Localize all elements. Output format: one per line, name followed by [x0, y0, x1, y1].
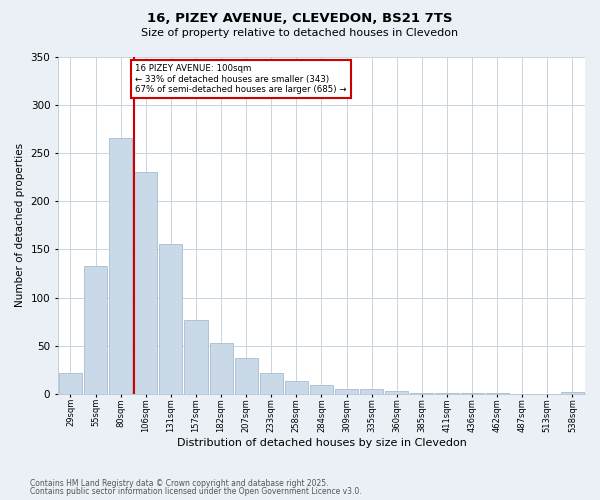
- Text: Size of property relative to detached houses in Clevedon: Size of property relative to detached ho…: [142, 28, 458, 38]
- Bar: [485, 393, 509, 394]
- Bar: [285, 382, 308, 394]
- Bar: [260, 372, 283, 394]
- Bar: [235, 358, 258, 394]
- Bar: [360, 389, 383, 394]
- Bar: [84, 266, 107, 394]
- Text: Contains HM Land Registry data © Crown copyright and database right 2025.: Contains HM Land Registry data © Crown c…: [30, 478, 329, 488]
- Bar: [209, 343, 233, 394]
- Text: 16 PIZEY AVENUE: 100sqm
← 33% of detached houses are smaller (343)
67% of semi-d: 16 PIZEY AVENUE: 100sqm ← 33% of detache…: [135, 64, 347, 94]
- Bar: [410, 393, 433, 394]
- Bar: [184, 320, 208, 394]
- Bar: [160, 244, 182, 394]
- Bar: [134, 172, 157, 394]
- Text: 16, PIZEY AVENUE, CLEVEDON, BS21 7TS: 16, PIZEY AVENUE, CLEVEDON, BS21 7TS: [147, 12, 453, 26]
- Bar: [385, 391, 409, 394]
- X-axis label: Distribution of detached houses by size in Clevedon: Distribution of detached houses by size …: [176, 438, 466, 448]
- Bar: [561, 392, 584, 394]
- Bar: [436, 393, 458, 394]
- Bar: [461, 393, 484, 394]
- Bar: [59, 372, 82, 394]
- Y-axis label: Number of detached properties: Number of detached properties: [15, 143, 25, 308]
- Text: Contains public sector information licensed under the Open Government Licence v3: Contains public sector information licen…: [30, 487, 362, 496]
- Bar: [109, 138, 132, 394]
- Bar: [335, 389, 358, 394]
- Bar: [310, 385, 333, 394]
